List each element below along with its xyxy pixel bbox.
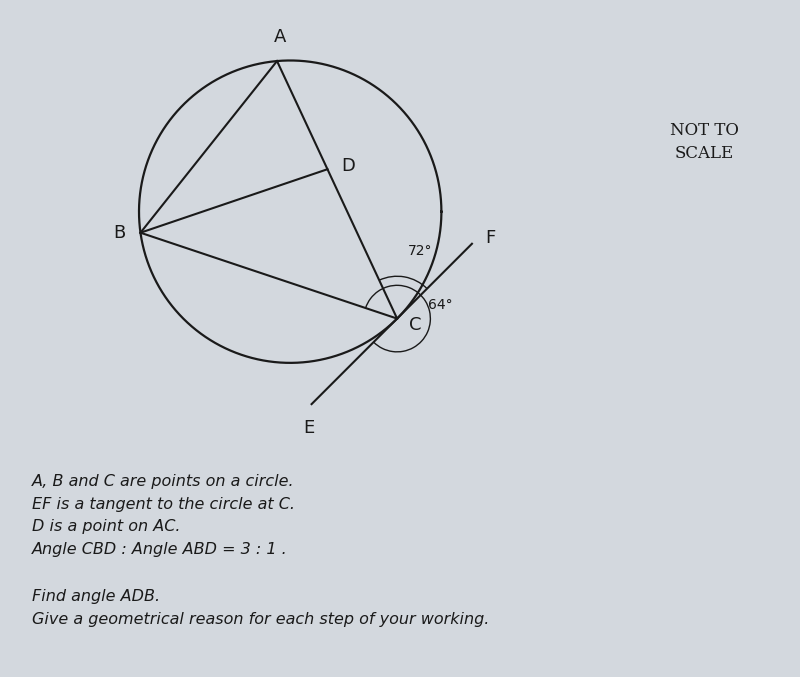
Text: NOT TO
SCALE: NOT TO SCALE (670, 122, 738, 162)
Text: E: E (303, 419, 314, 437)
Text: B: B (113, 223, 126, 242)
Text: A: A (274, 28, 286, 46)
Text: C: C (410, 315, 422, 334)
Text: F: F (486, 229, 496, 246)
Text: Find angle ADB.
Give a geometrical reason for each step of your working.: Find angle ADB. Give a geometrical reaso… (32, 589, 490, 627)
Text: 64°: 64° (429, 299, 453, 312)
Text: A, B and C are points on a circle.
EF is a tangent to the circle at C.
D is a po: A, B and C are points on a circle. EF is… (32, 474, 295, 557)
Text: 72°: 72° (408, 244, 432, 257)
Text: D: D (341, 157, 355, 175)
